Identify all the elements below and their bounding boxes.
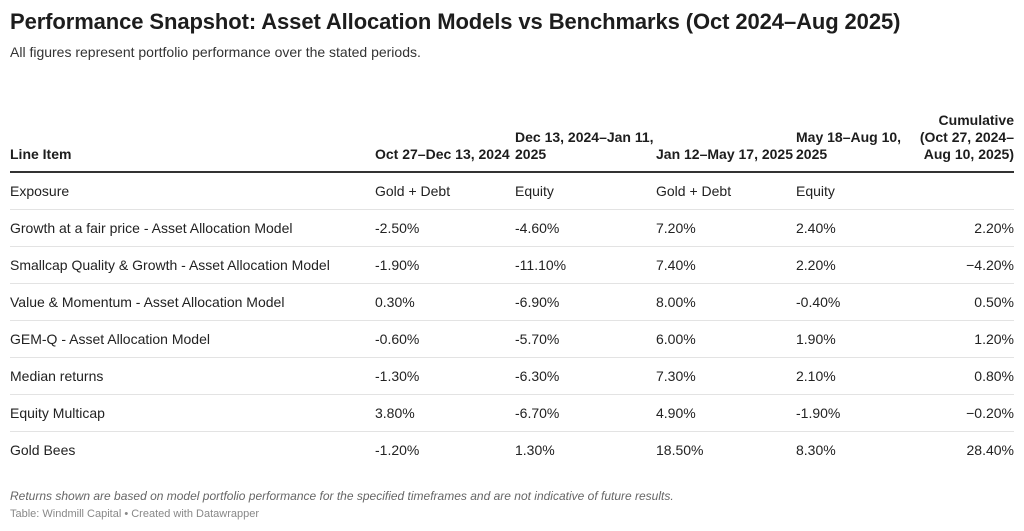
period-value-cell: -1.30%: [375, 357, 515, 395]
row-label-cell: Growth at a fair price - Asset Allocatio…: [10, 209, 375, 247]
period-value-cell: 7.40%: [656, 246, 796, 284]
period-value-cell: 7.30%: [656, 357, 796, 395]
period-value-cell: -0.60%: [375, 320, 515, 358]
column-header-period-1: Oct 27–Dec 13, 2024: [375, 90, 515, 173]
chart-subtitle: All figures represent portfolio performa…: [10, 44, 421, 60]
period-value-cell: 0.30%: [375, 283, 515, 321]
period-value-cell: -11.10%: [515, 246, 656, 284]
table-body: Exposure Gold + Debt Equity Gold + Debt Equi…: [10, 172, 1014, 468]
row-label-cell: Median returns: [10, 357, 375, 395]
footnote: Returns shown are based on model portfol…: [10, 489, 674, 503]
period-value-cell: -1.20%: [375, 442, 420, 458]
column-header-period-3: Jan 12–May 17, 2025: [656, 90, 796, 173]
table-row: Smallcap Quality & Growth - Asset Alloca…: [10, 246, 1014, 284]
row-label-cell: GEM-Q - Asset Allocation Model: [10, 320, 375, 358]
period-value-cell: -4.60%: [515, 209, 656, 247]
period-value-cell: 8.00%: [656, 283, 796, 321]
period-value-cell: Equity: [515, 172, 656, 210]
row-label-cell: Equity Multicap: [10, 394, 375, 432]
row-label-cell: Smallcap Quality & Growth - Asset Alloca…: [10, 246, 375, 284]
cumulative-cell: 28.40%: [966, 442, 1014, 458]
cumulative-cell: 0.80%: [919, 357, 1014, 395]
period-value-cell: 18.50%: [656, 442, 704, 458]
period-value-cell: 1.30%: [515, 442, 555, 458]
column-header-cumulative: Cumulative (Oct 27, 2024–Aug 10, 2025): [919, 90, 1014, 173]
period-value-cell: -6.30%: [515, 357, 656, 395]
column-header-period-4: May 18–Aug 10, 2025: [796, 90, 919, 173]
period-value-cell: 2.40%: [796, 209, 919, 247]
cumulative-cell: 0.50%: [919, 283, 1014, 321]
cumulative-cell: 1.20%: [919, 320, 1014, 358]
row-label-cell: Gold Bees: [10, 442, 76, 458]
period-value-cell: Equity: [796, 172, 919, 210]
cumulative-cell: 2.20%: [919, 209, 1014, 247]
period-value-cell: 7.20%: [656, 209, 796, 247]
cumulative-cell: −0.20%: [919, 394, 1014, 432]
table-row: Growth at a fair price - Asset Allocatio…: [10, 209, 1014, 247]
row-label-cell: Exposure: [10, 172, 375, 210]
period-value-cell: Gold + Debt: [656, 172, 796, 210]
column-header-period-2: Dec 13, 2024–Jan 11, 2025: [515, 90, 656, 173]
row-label-cell: Value & Momentum - Asset Allocation Mode…: [10, 283, 375, 321]
period-value-cell: -0.40%: [796, 283, 919, 321]
period-value-cell: 8.30%: [796, 442, 836, 458]
table-row: Value & Momentum - Asset Allocation Mode…: [10, 283, 1014, 321]
cumulative-cell: [919, 172, 1014, 210]
column-header-line-item: Line Item: [10, 90, 375, 173]
period-value-cell: 2.20%: [796, 246, 919, 284]
period-value-cell: -6.90%: [515, 283, 656, 321]
cumulative-cell: −4.20%: [919, 246, 1014, 284]
table-row: Equity Multicap 3.80% -6.70% 4.90% -1.90% −0.…: [10, 394, 1014, 432]
chart-title: Performance Snapshot: Asset Allocation M…: [10, 9, 901, 34]
period-value-cell: -1.90%: [375, 246, 515, 284]
period-value-cell: -1.90%: [796, 394, 919, 432]
period-value-cell: -5.70%: [515, 320, 656, 358]
table-row: Exposure Gold + Debt Equity Gold + Debt Equi…: [10, 172, 1014, 210]
table-row: Gold Bees -1.20% 1.30% 18.50% 8.30% 28.40%: [10, 432, 1014, 469]
period-value-cell: -2.50%: [375, 209, 515, 247]
table-row: Median returns -1.30% -6.30% 7.30% 2.10% 0.80…: [10, 357, 1014, 395]
period-value-cell: 1.90%: [796, 320, 919, 358]
performance-table: Line Item Oct 27–Dec 13, 2024 Dec 13, 20…: [10, 90, 1014, 468]
source-credit: Table: Windmill Capital • Created with D…: [10, 508, 260, 520]
table-header-row: Line Item Oct 27–Dec 13, 2024 Dec 13, 20…: [10, 90, 1014, 173]
period-value-cell: 6.00%: [656, 320, 796, 358]
table-row: GEM-Q - Asset Allocation Model -0.60% -5.7…: [10, 320, 1014, 358]
period-value-cell: 3.80%: [375, 394, 515, 432]
period-value-cell: 4.90%: [656, 394, 796, 432]
period-value-cell: Gold + Debt: [375, 172, 515, 210]
period-value-cell: -6.70%: [515, 394, 656, 432]
period-value-cell: 2.10%: [796, 357, 919, 395]
